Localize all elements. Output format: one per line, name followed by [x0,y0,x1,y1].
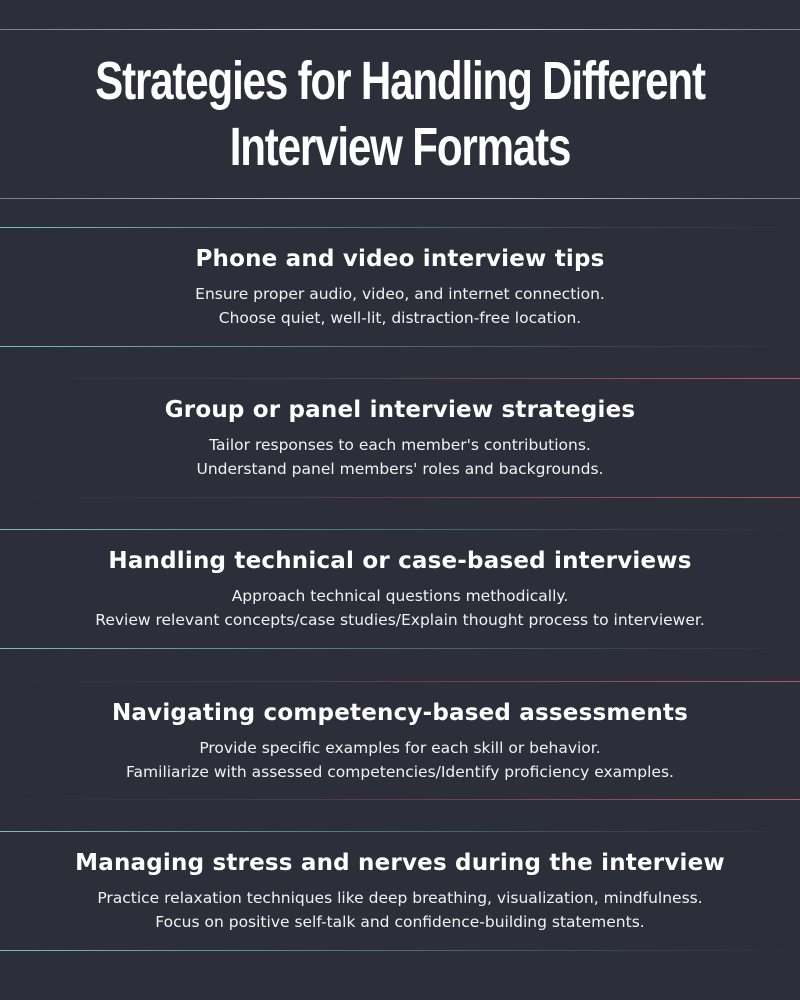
section-1-top-divider [0,227,800,228]
section-2-top-divider [0,378,800,379]
page-title-line-2: Interview Formats [229,117,572,177]
section-line: Review relevant concepts/case studies/Ex… [95,611,705,629]
section-5-top-divider [0,831,800,832]
section-line: Approach technical questions methodicall… [231,587,569,605]
section-2-bottom-divider [0,497,800,498]
section-1-bottom-divider [0,346,800,347]
section-line: Provide specific examples for each skill… [199,739,601,757]
section-5-bottom-divider [0,950,800,951]
section-heading: Handling technical or case-based intervi… [108,548,692,574]
section-4-top-divider [0,681,800,682]
section-line: Familiarize with assessed competencies/I… [126,763,674,781]
section-heading: Group or panel interview strategies [164,397,636,423]
section-3-top-divider [0,529,800,530]
section-4-bottom-divider [0,799,800,800]
section-3-bottom-divider [0,648,800,649]
section-heading: Managing stress and nerves during the in… [75,850,725,876]
page-title: Strategies for Handling Different Interv… [88,48,712,180]
section-competency: Navigating competency-based assessments … [0,698,800,784]
section-line: Practice relaxation techniques like deep… [97,889,703,907]
section-technical-case: Handling technical or case-based intervi… [0,546,800,632]
section-group-panel: Group or panel interview strategies Tail… [0,395,800,481]
section-line: Tailor responses to each member's contri… [209,436,591,454]
title-bottom-divider [0,198,800,199]
page-title-line-1: Strategies for Handling Different [95,51,706,111]
section-line: Focus on positive self-talk and confiden… [155,913,645,931]
section-line: Choose quiet, well-lit, distraction-free… [218,309,582,327]
section-heading: Phone and video interview tips [195,246,605,272]
title-top-divider [0,29,800,30]
section-phone-video: Phone and video interview tips Ensure pr… [0,244,800,330]
section-line: Understand panel members' roles and back… [196,460,604,478]
section-stress-nerves: Managing stress and nerves during the in… [0,848,800,934]
section-heading: Navigating competency-based assessments [111,700,688,726]
section-line: Ensure proper audio, video, and internet… [195,285,605,303]
